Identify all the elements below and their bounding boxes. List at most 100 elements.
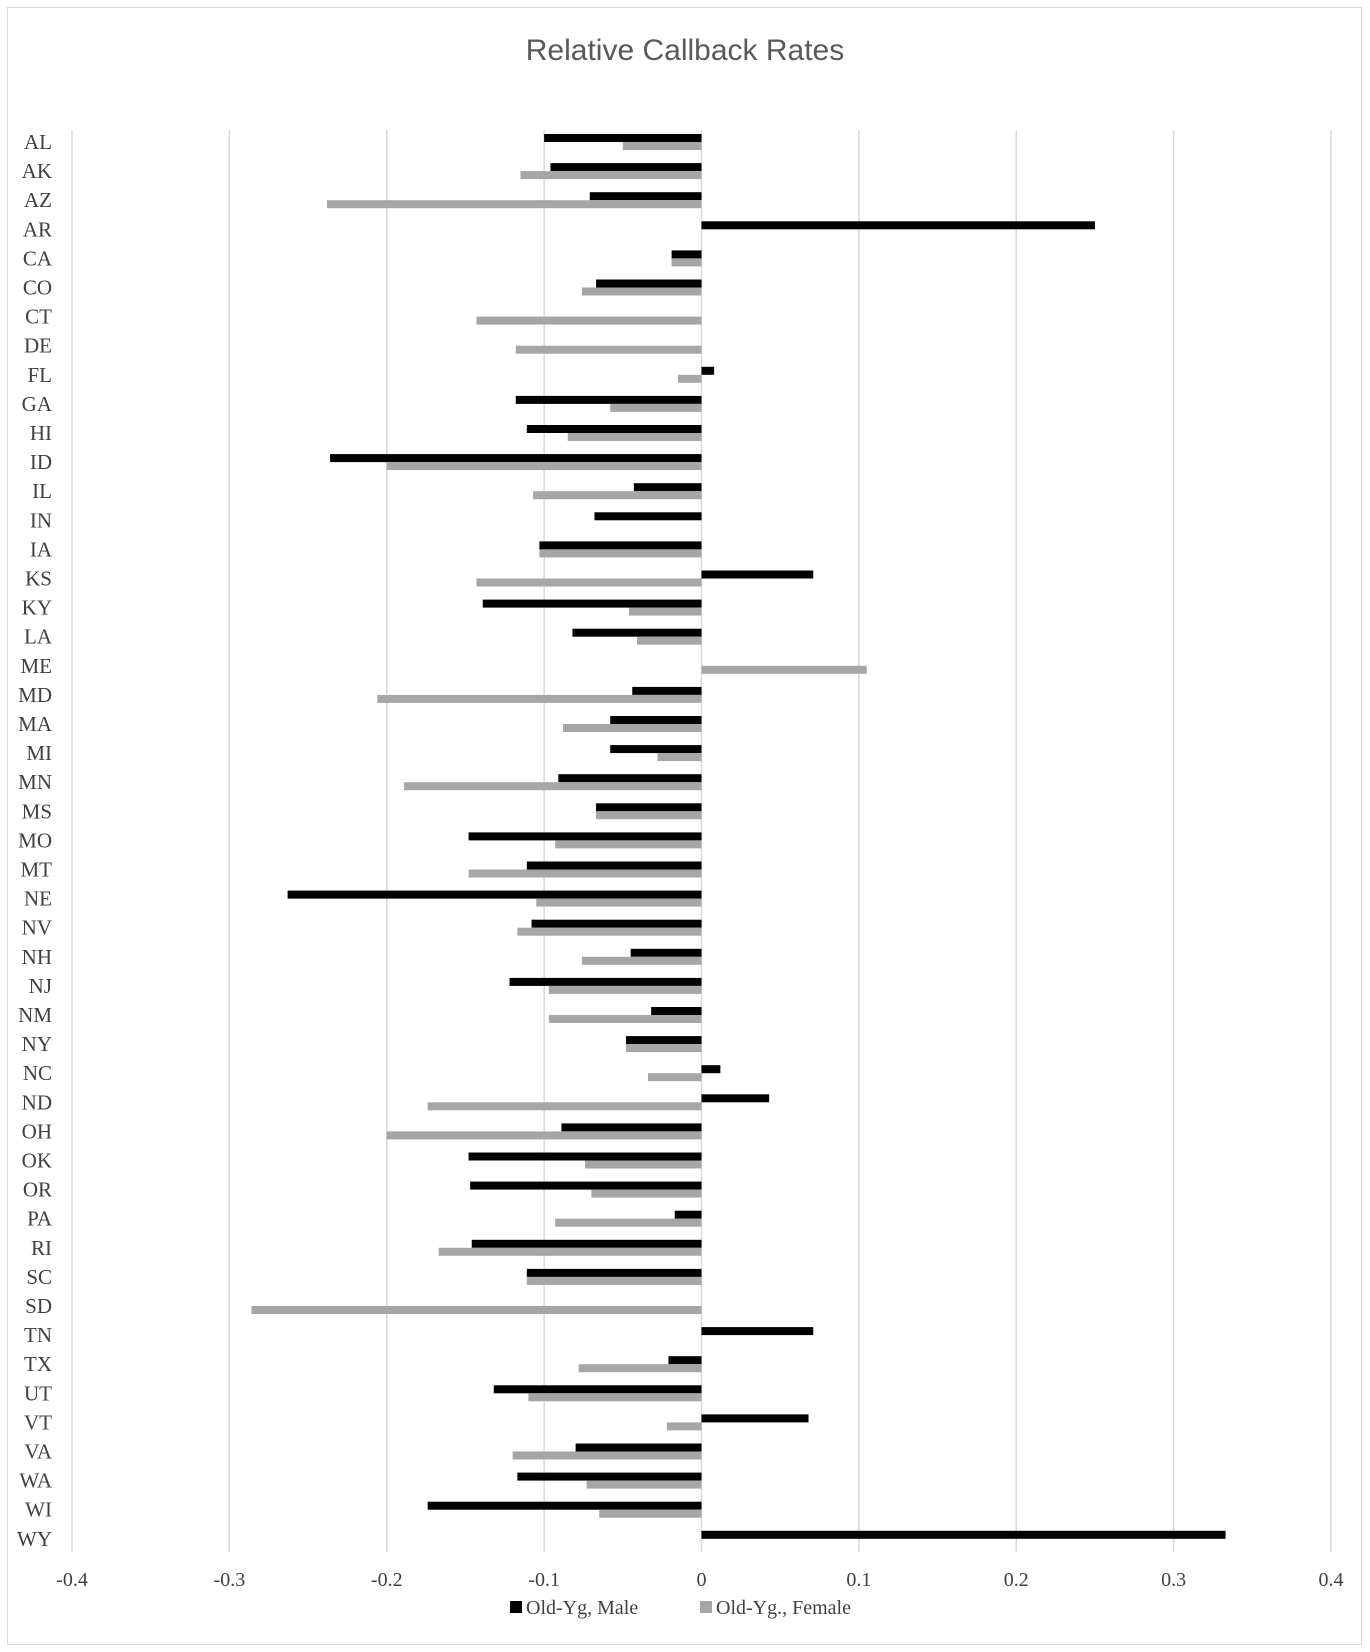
- bar-female: [666, 1422, 702, 1431]
- x-tick-label: 0.2: [1004, 1569, 1029, 1591]
- bar-male: [287, 890, 702, 899]
- category-label: MT: [21, 858, 53, 882]
- bar-female: [468, 869, 702, 878]
- bar-female: [555, 1218, 702, 1227]
- category-label: AZ: [24, 188, 52, 212]
- category-label: TX: [24, 1352, 52, 1376]
- category-label: RI: [31, 1236, 52, 1260]
- x-tick-label: 0.3: [1161, 1569, 1186, 1591]
- bar-female: [515, 345, 702, 354]
- category-label: PA: [27, 1207, 53, 1231]
- category-label: AL: [24, 130, 52, 154]
- category-label: ID: [30, 450, 52, 474]
- bar-male: [596, 279, 702, 288]
- bar-male: [633, 483, 702, 492]
- category-label: IA: [30, 537, 53, 561]
- category-label: OH: [22, 1119, 52, 1143]
- category-label: VT: [24, 1410, 52, 1434]
- bar-male: [671, 250, 702, 259]
- bar-male: [674, 1210, 702, 1219]
- bar-female: [622, 142, 702, 150]
- bar-male: [526, 1268, 702, 1277]
- bar-female: [476, 578, 702, 587]
- category-label: NV: [22, 916, 52, 940]
- bar-female: [563, 724, 702, 732]
- bar-male: [470, 1181, 702, 1190]
- bar-female: [610, 403, 702, 412]
- bar-male: [701, 570, 814, 579]
- category-label: IN: [30, 508, 52, 532]
- bar-male: [701, 1327, 814, 1336]
- bars: [251, 134, 1226, 1539]
- bar-male: [651, 1007, 702, 1015]
- bar-male: [625, 1036, 702, 1045]
- legend-label: Old-Yg., Female: [716, 1597, 851, 1619]
- category-label: FL: [27, 363, 52, 387]
- bar-male: [558, 774, 702, 783]
- bar-female: [533, 491, 702, 500]
- bar-female: [377, 694, 702, 703]
- category-label: IL: [32, 479, 52, 503]
- category-label: NM: [18, 1003, 52, 1027]
- bar-female: [578, 1364, 702, 1373]
- category-label: OK: [22, 1149, 52, 1173]
- category-label: HI: [30, 421, 52, 445]
- bar-female: [625, 1044, 702, 1053]
- bar-female: [555, 840, 702, 849]
- legend: Old-Yg, Male Old-Yg., Female: [510, 1597, 851, 1619]
- bar-male: [701, 366, 715, 375]
- category-label: MO: [18, 828, 52, 852]
- x-tick-label: 0.4: [1319, 1569, 1344, 1591]
- bar-male: [589, 192, 702, 201]
- category-label: CO: [23, 276, 52, 300]
- category-label: AK: [22, 159, 52, 183]
- category-label: VA: [24, 1440, 52, 1464]
- bar-female: [636, 636, 702, 645]
- category-label: UT: [24, 1381, 52, 1405]
- bar-male: [610, 745, 702, 754]
- bar-male: [482, 599, 702, 608]
- category-label: GA: [22, 392, 53, 416]
- legend-label: Old-Yg, Male: [526, 1597, 638, 1619]
- bar-male: [668, 1356, 702, 1365]
- bar-male: [468, 1152, 702, 1161]
- category-label: WY: [17, 1527, 52, 1551]
- bar-female: [581, 956, 702, 965]
- bar-female: [326, 200, 702, 209]
- category-label: LA: [24, 625, 53, 649]
- bar-male: [701, 1094, 770, 1103]
- bar-male: [468, 832, 702, 841]
- bar-female: [520, 171, 702, 180]
- bar-female: [671, 258, 702, 267]
- category-label: KY: [22, 596, 52, 620]
- category-label: SC: [26, 1265, 52, 1289]
- bar-female: [512, 1451, 702, 1460]
- category-label: KS: [25, 567, 52, 591]
- x-tick-label: 0.1: [846, 1569, 871, 1591]
- bar-male: [701, 221, 1095, 230]
- category-label: MD: [18, 683, 52, 707]
- bar-female: [386, 462, 702, 471]
- bar-female: [526, 1276, 702, 1285]
- category-label: NY: [22, 1032, 52, 1056]
- category-label: ME: [21, 654, 53, 678]
- bar-male: [515, 395, 702, 404]
- bar-male: [572, 628, 702, 637]
- bar-male: [493, 1385, 702, 1394]
- bar-male: [330, 454, 702, 463]
- bar-female: [596, 811, 702, 820]
- bar-female: [585, 1160, 702, 1169]
- category-label: SD: [25, 1294, 52, 1318]
- category-label: MI: [26, 741, 52, 765]
- bar-female: [476, 316, 702, 325]
- chart-title: Relative Callback Rates: [526, 34, 844, 67]
- category-label: ND: [22, 1090, 52, 1114]
- category-label: MA: [18, 712, 53, 736]
- bar-male: [701, 1530, 1226, 1539]
- category-label: NH: [22, 945, 52, 969]
- bar-male: [630, 948, 702, 957]
- bar-female: [536, 898, 702, 907]
- bar-male: [427, 1501, 702, 1510]
- bar-female: [701, 665, 867, 674]
